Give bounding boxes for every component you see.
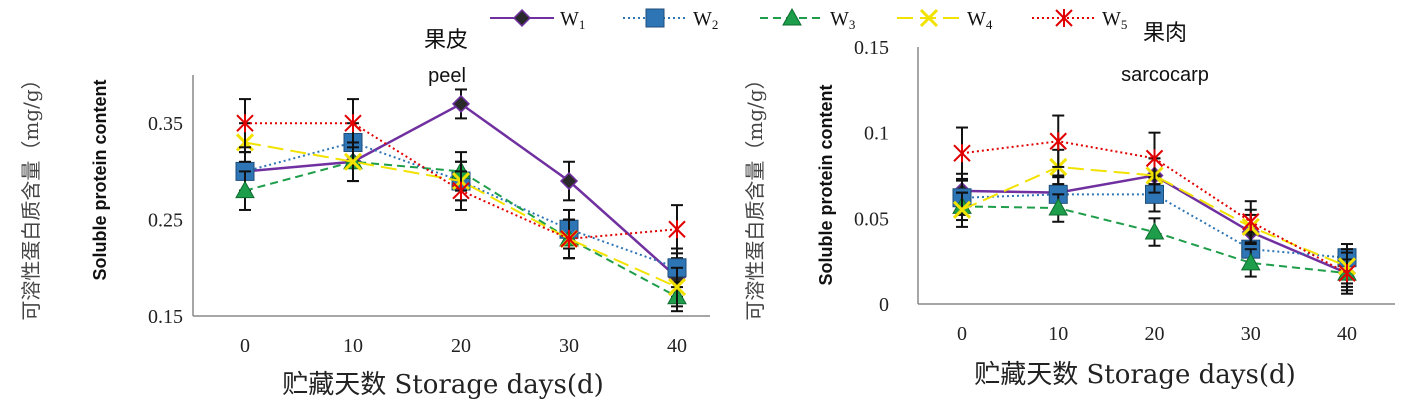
peel-chart-title-cn: 果皮	[424, 28, 468, 53]
legend-label: W2	[693, 8, 718, 32]
legend-marker-x-icon	[919, 8, 939, 28]
series-line	[961, 193, 1348, 259]
data-point-x-icon	[952, 200, 972, 219]
sarcocarp-y-axis-label-cn: 可溶性蛋白质含量（mg/g）	[743, 69, 767, 320]
series-line	[961, 140, 1348, 275]
sarcocarp-y-tick-label: 0.1	[864, 123, 889, 145]
legend-label-subscript: 5	[1121, 17, 1128, 32]
data-point-x-icon	[667, 278, 687, 297]
data-point-triangle-icon	[1144, 222, 1165, 240]
legend-label: W5	[1102, 8, 1127, 32]
data-point-triangle-icon	[1240, 252, 1261, 271]
peel-x-axis-label: 贮藏天数 Storage days(d)	[282, 370, 604, 400]
peel-x-tick-label: 40	[667, 335, 687, 357]
peel-x-tick-label: 20	[451, 335, 471, 357]
legend-marker-triangle-icon	[782, 7, 802, 26]
legend-marker-star-icon	[1055, 9, 1073, 27]
series-line	[961, 165, 1348, 268]
peel-y-tick-label: 0.15	[148, 306, 183, 328]
peel-y-tick-label: 0.25	[148, 210, 183, 232]
peel-y-axis-label-en: Soluble protein content	[90, 79, 110, 280]
legend: W1 W2 W3 W4 W5	[490, 7, 1127, 32]
peel-y-tick-label: 0.35	[148, 113, 183, 135]
legend-item-w5: W5	[1032, 8, 1127, 32]
sarcocarp-x-tick-label: 0	[957, 323, 967, 345]
data-point-star-icon	[1049, 132, 1067, 151]
peel-x-tick-label: 10	[343, 335, 363, 357]
legend-marker-diamond-icon	[512, 8, 532, 28]
sarcocarp-x-tick-label: 40	[1337, 323, 1357, 345]
peel-series-w5	[236, 98, 686, 260]
legend-label-subscript: 3	[849, 17, 856, 32]
legend-item-w2: W2	[623, 8, 718, 32]
sarcocarp-y-tick-label: 0.15	[854, 37, 889, 59]
sarcocarp-chart-title-en: sarcocarp	[1121, 64, 1209, 86]
data-point-x-icon	[343, 152, 363, 171]
sarcocarp-x-tick-label: 20	[1145, 323, 1165, 345]
legend-label: W4	[967, 8, 993, 32]
sarcocarp-chart-title-cn: 果肉	[1143, 21, 1187, 46]
legend-marker-square-icon	[645, 8, 665, 28]
peel-chart-title-en: peel	[428, 65, 466, 87]
sarcocarp-y-tick-label: 0	[879, 294, 889, 316]
sarcocarp-x-tick-label: 30	[1241, 323, 1261, 345]
sarcocarp-x-tick-label: 10	[1048, 323, 1068, 345]
legend-label-subscript: 1	[579, 17, 586, 32]
data-point-star-icon	[953, 144, 971, 163]
data-point-star-icon	[1145, 149, 1164, 168]
legend-item-w1: W1	[490, 8, 585, 32]
legend-item-w4: W4	[897, 8, 993, 32]
legend-label: W1	[560, 8, 585, 32]
data-point-star-icon	[560, 229, 578, 248]
data-point-diamond-icon	[559, 171, 579, 191]
sarcocarp-y-tick-label: 0.05	[854, 208, 889, 230]
peel-y-axis-label-cn: 可溶性蛋白质含量（mg/g）	[19, 69, 43, 320]
legend-label: W3	[830, 8, 855, 32]
peel-x-tick-label: 0	[240, 335, 250, 357]
data-point-triangle-icon	[1048, 198, 1069, 216]
legend-item-w3: W3	[760, 7, 855, 32]
data-point-triangle-icon	[235, 180, 255, 199]
data-point-star-icon	[344, 114, 362, 133]
sarcocarp-y-axis-label-en: Soluble protein content	[816, 84, 836, 285]
data-point-star-icon	[452, 181, 470, 200]
peel-x-tick-label: 30	[559, 335, 579, 357]
data-point-star-icon	[1338, 264, 1356, 283]
data-point-diamond-icon	[451, 94, 471, 113]
peel-series-w4	[235, 122, 687, 308]
peel-chart: 果皮 peel 可溶性蛋白质含量（mg/g） Soluble protein c…	[19, 28, 710, 400]
data-point-star-icon	[1242, 212, 1260, 231]
sarcocarp-x-axis-label: 贮藏天数 Storage days(d)	[974, 360, 1296, 390]
legend-label-subscript: 2	[712, 17, 719, 32]
sarcocarp-series-w5	[953, 114, 1356, 295]
data-point-star-icon	[236, 114, 254, 133]
data-point-star-icon	[668, 220, 686, 239]
sarcocarp-chart: 果肉 sarcocarp 可溶性蛋白质含量（mg/g） Soluble prot…	[743, 21, 1395, 390]
legend-label-subscript: 4	[986, 17, 993, 32]
